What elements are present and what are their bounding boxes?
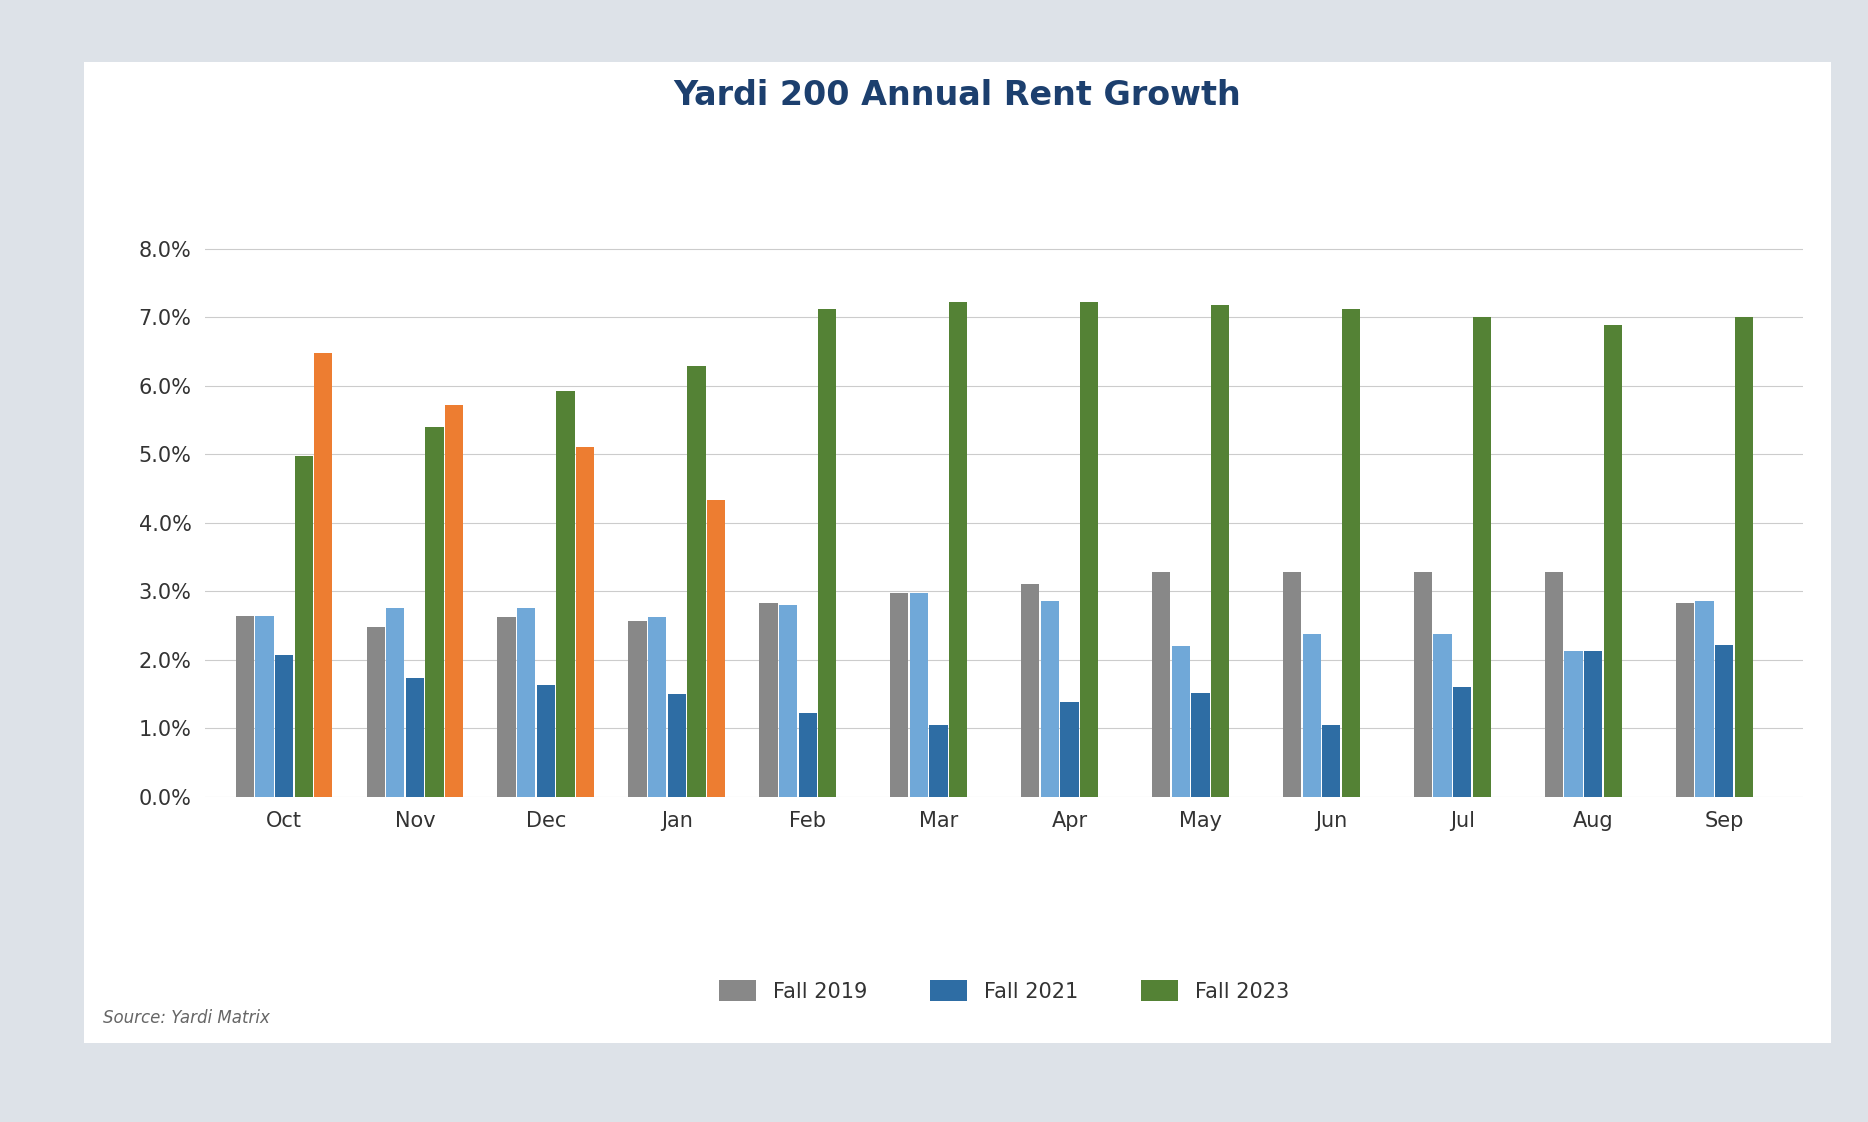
Bar: [405, 678, 424, 797]
Bar: [445, 405, 463, 797]
Bar: [517, 608, 536, 797]
Bar: [1061, 702, 1078, 797]
Bar: [949, 302, 968, 797]
Bar: [1676, 604, 1694, 797]
Bar: [648, 617, 667, 797]
Bar: [1414, 572, 1433, 797]
Text: Source: Yardi Matrix: Source: Yardi Matrix: [103, 1009, 269, 1027]
Bar: [1040, 601, 1059, 797]
Bar: [1192, 692, 1210, 797]
Bar: [1080, 302, 1098, 797]
Bar: [628, 620, 646, 797]
Bar: [1564, 652, 1582, 797]
Bar: [1433, 634, 1451, 797]
Bar: [295, 457, 312, 797]
Bar: [575, 448, 594, 797]
Text: Yardi 200 Annual Rent Growth: Yardi 200 Annual Rent Growth: [674, 79, 1240, 111]
Bar: [1453, 687, 1472, 797]
Bar: [910, 594, 928, 797]
Bar: [1022, 585, 1039, 797]
Legend: Fall 2019, Fall 2021, Fall 2023: Fall 2019, Fall 2021, Fall 2023: [710, 972, 1298, 1010]
Bar: [1153, 572, 1171, 797]
Bar: [1715, 644, 1734, 797]
Bar: [387, 608, 405, 797]
Bar: [235, 616, 254, 797]
Bar: [366, 627, 385, 797]
Bar: [1472, 318, 1491, 797]
Bar: [779, 605, 798, 797]
Bar: [818, 309, 837, 797]
Bar: [275, 655, 293, 797]
Bar: [687, 367, 706, 797]
Bar: [256, 616, 273, 797]
Bar: [536, 684, 555, 797]
Bar: [1545, 572, 1564, 797]
Bar: [706, 500, 725, 797]
Bar: [758, 603, 777, 797]
Bar: [1584, 652, 1603, 797]
Bar: [798, 714, 816, 797]
Bar: [1302, 634, 1321, 797]
Bar: [557, 392, 575, 797]
Bar: [891, 594, 908, 797]
Bar: [1323, 726, 1341, 797]
Bar: [314, 352, 333, 797]
Bar: [1210, 305, 1229, 797]
Bar: [1283, 572, 1302, 797]
Bar: [667, 693, 686, 797]
Bar: [426, 426, 445, 797]
Bar: [1603, 325, 1621, 797]
Bar: [1735, 318, 1752, 797]
Bar: [1341, 309, 1360, 797]
Bar: [497, 617, 516, 797]
Bar: [1171, 646, 1190, 797]
Bar: [1696, 601, 1713, 797]
Bar: [930, 725, 947, 797]
